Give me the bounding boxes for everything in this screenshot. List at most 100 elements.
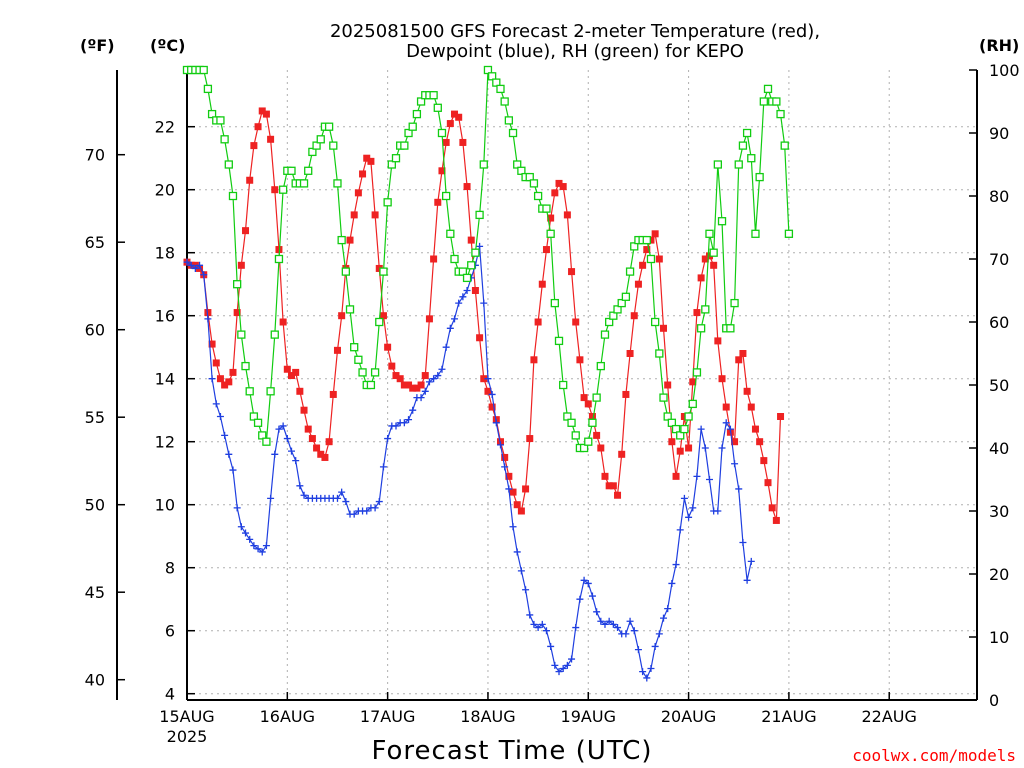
rh-point — [446, 229, 455, 238]
rh-point — [751, 229, 760, 238]
rh-point — [542, 204, 551, 213]
dewpoint-point — [417, 394, 425, 402]
dewpoint-point — [743, 576, 751, 584]
dewpoint-point — [342, 498, 350, 506]
temperature-point — [609, 482, 617, 490]
temperature-point — [359, 170, 367, 178]
temperature-point — [325, 438, 333, 446]
rh-tick-label: 40 — [989, 439, 1009, 458]
temperature-point — [655, 255, 663, 263]
temperature-point — [434, 198, 442, 206]
dewpoint-point — [237, 523, 245, 531]
dewpoint-point — [701, 444, 709, 452]
chart-title-line-1: 2025081500 GFS Forecast 2-meter Temperat… — [330, 21, 820, 42]
rh-point — [408, 122, 417, 131]
dewpoint-point — [242, 529, 250, 537]
rh-point — [329, 141, 338, 150]
rh-tick-label: 20 — [989, 565, 1009, 584]
rh-point — [278, 185, 288, 194]
rh-point — [596, 361, 605, 371]
temperature-point — [668, 438, 676, 446]
dewpoint-point — [392, 422, 400, 430]
credit-label: coolwx.com/models — [852, 746, 1016, 765]
rh-point — [517, 166, 526, 175]
temperature-point — [396, 375, 404, 383]
dewpoint-point — [187, 261, 195, 269]
rh-point — [747, 154, 756, 163]
rh-point — [713, 160, 722, 169]
temperature-point — [580, 394, 588, 402]
rh-axis-ticks: 0 10 20 30 40 50 60 70 80 90 100 — [969, 61, 1020, 710]
dewpoint-point — [664, 605, 672, 613]
temperature-point — [246, 176, 254, 184]
celsius-tick-label: 18 — [155, 244, 175, 263]
time-tick-label: 17AUG — [360, 707, 415, 726]
rh-point — [458, 267, 468, 276]
rh-point — [592, 393, 601, 402]
rh-point — [220, 135, 229, 144]
dewpoint-point — [384, 435, 392, 443]
temperature-point — [321, 453, 329, 461]
rh-point — [663, 412, 672, 421]
temperature-point — [505, 472, 513, 480]
rh-point — [734, 160, 743, 169]
dewpoint-point — [697, 425, 705, 433]
temperature-point — [697, 274, 705, 282]
rh-point — [730, 298, 739, 308]
dewpoint-point — [221, 431, 229, 439]
dewpoint-point — [275, 425, 283, 433]
rh-point — [613, 305, 622, 314]
dewpoint-point — [731, 460, 739, 468]
dewpoint-point — [488, 390, 496, 398]
dewpoint-point — [183, 258, 191, 266]
dewpoint-point — [726, 425, 734, 433]
fahrenheit-tick-label: 55 — [85, 408, 105, 427]
fahrenheit-tick-label: 70 — [85, 146, 105, 165]
dewpoint-point — [576, 595, 584, 603]
temperature-point — [233, 309, 241, 317]
temperature-point — [413, 384, 421, 392]
rh-point — [755, 172, 764, 182]
rh-point — [429, 91, 438, 100]
dewpoint-point — [496, 441, 504, 449]
celsius-tick-label: 12 — [155, 433, 175, 452]
temperature-point — [400, 381, 408, 389]
dewpoint-point — [476, 242, 484, 250]
temperature-point — [672, 472, 680, 480]
temperature-point — [660, 324, 668, 332]
rh-point — [567, 418, 576, 427]
dewpoint-point — [250, 542, 258, 550]
dewpoint-point — [438, 365, 446, 373]
temperature-point — [639, 261, 647, 269]
dewpoint-point — [267, 494, 275, 502]
dewpoint-point — [233, 504, 241, 512]
dewpoint-point — [430, 375, 438, 383]
temperature-point — [237, 261, 245, 269]
temperature-point — [714, 337, 722, 345]
dewpoint-point — [547, 642, 555, 650]
celsius-tick-label: 20 — [155, 181, 175, 200]
rh-point — [650, 317, 660, 327]
temperature-point — [459, 138, 467, 146]
temperature-point — [446, 120, 454, 128]
dewpoint-point — [262, 542, 270, 550]
rh-point — [224, 160, 233, 169]
temperature-point — [647, 236, 655, 244]
rh-point — [571, 431, 580, 440]
rh-point — [412, 109, 422, 119]
temperature-point — [296, 387, 304, 395]
rh-unit-label: (RH) — [979, 36, 1019, 55]
dewpoint-point — [563, 661, 571, 669]
dewpoint-point — [680, 494, 688, 502]
temperature-point — [275, 246, 283, 254]
rh-point — [203, 84, 213, 94]
rh-point — [287, 166, 296, 175]
temperature-point — [680, 413, 688, 420]
rh-point — [600, 330, 610, 339]
temperature-point — [476, 334, 484, 342]
dewpoint-point — [693, 472, 701, 480]
dewpoint-point — [258, 548, 266, 556]
rh-point — [759, 97, 768, 106]
fahrenheit-unit-label: (ºF) — [80, 36, 115, 55]
temperature-point — [438, 167, 446, 175]
